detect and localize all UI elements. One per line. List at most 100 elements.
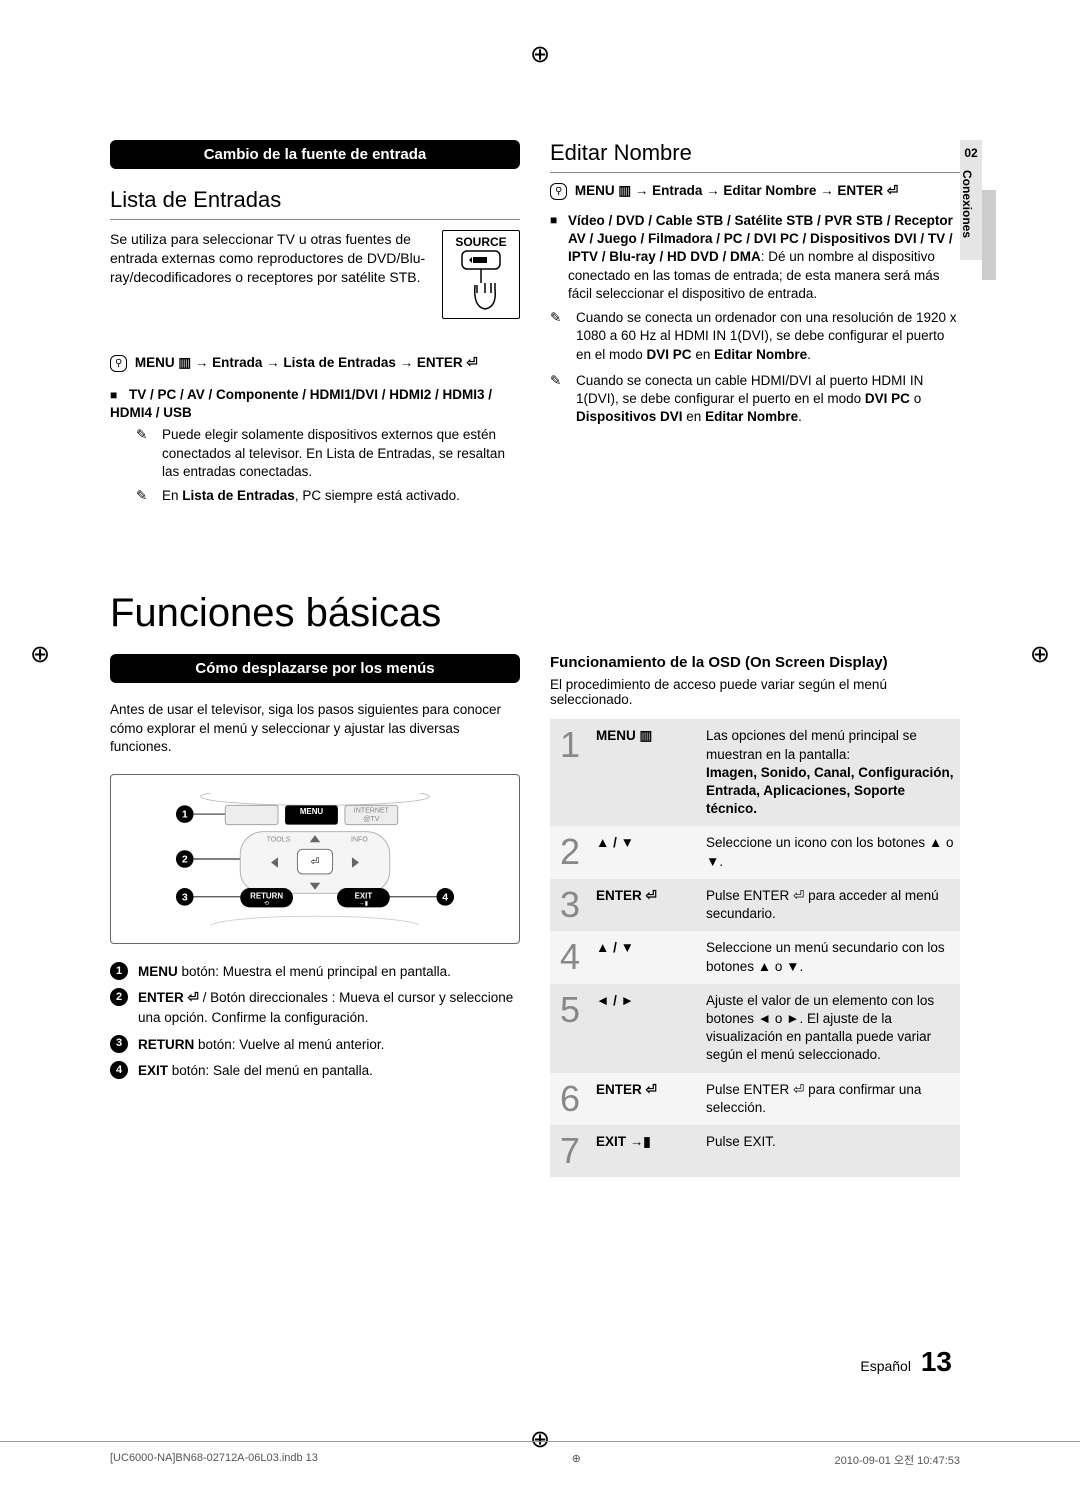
num-text: RETURN botón: Vuelve al menú anterior. bbox=[138, 1035, 384, 1055]
footer-lang: Español bbox=[860, 1358, 911, 1374]
svg-text:4: 4 bbox=[442, 891, 448, 903]
footer-crop: ⊕ bbox=[572, 1452, 581, 1468]
left-note-2c: , PC siempre está activado. bbox=[295, 488, 460, 503]
t: . bbox=[807, 347, 811, 362]
right-note-1: ✎ Cuando se conecta un ordenador con una… bbox=[550, 309, 960, 364]
svg-text:⟲: ⟲ bbox=[264, 900, 269, 907]
osd-num: 4 bbox=[550, 931, 590, 983]
menu-path-text: MENU ▥ → Entrada → Editar Nombre → ENTER… bbox=[575, 183, 898, 198]
t: Editar Nombre bbox=[714, 347, 807, 362]
osd-row: 5◄ / ►Ajuste el valor de un elemento con… bbox=[550, 984, 960, 1073]
osd-num: 3 bbox=[550, 879, 590, 931]
t: DVI PC bbox=[647, 347, 692, 362]
num-text: ENTER ⏎ / Botón direccionales : Mueva el… bbox=[138, 988, 520, 1029]
num-circle: 4 bbox=[110, 1061, 128, 1079]
footer-meta: [UC6000-NA]BN68-02712A-06L03.indb 13 ⊕ 2… bbox=[0, 1441, 1080, 1468]
left-note-2b: Lista de Entradas bbox=[182, 488, 295, 503]
svg-text:MENU: MENU bbox=[300, 807, 324, 816]
osd-heading: Funcionamiento de la OSD (On Screen Disp… bbox=[550, 654, 960, 671]
osd-desc: Pulse EXIT. bbox=[700, 1125, 960, 1177]
lower-intro: Antes de usar el televisor, siga los pas… bbox=[110, 701, 520, 756]
osd-button: ◄ / ► bbox=[590, 984, 700, 1073]
note-icon: ✎ bbox=[136, 487, 154, 505]
svg-text:@TV: @TV bbox=[363, 816, 379, 823]
num-list-item: 4 EXIT botón: Sale del menú en pantalla. bbox=[110, 1061, 520, 1081]
t: Editar Nombre bbox=[705, 409, 798, 424]
right-column: Editar Nombre ⚲ MENU ▥ → Entrada → Edita… bbox=[550, 140, 960, 511]
osd-desc: Ajuste el valor de un elemento con los b… bbox=[700, 984, 960, 1073]
osd-num: 7 bbox=[550, 1125, 590, 1177]
source-label: SOURCE bbox=[455, 235, 507, 249]
remote-svg: 1 2 3 4 MENU INTERNET @TV bbox=[129, 793, 501, 925]
osd-desc: Pulse ENTER ⏎ para confirmar una selecci… bbox=[700, 1073, 960, 1125]
svg-text:TOOLS: TOOLS bbox=[267, 836, 291, 843]
menu-path-text: MENU ▥ → Entrada → Lista de Entradas → E… bbox=[135, 355, 478, 370]
source-button-diagram: SOURCE bbox=[442, 230, 520, 319]
svg-text:INFO: INFO bbox=[351, 836, 368, 843]
osd-table: 1MENU ▥Las opciones del menú principal s… bbox=[550, 719, 960, 1177]
num-circle: 3 bbox=[110, 1035, 128, 1053]
osd-row: 4▲ / ▼Seleccione un menú secundario con … bbox=[550, 931, 960, 983]
num-text: MENU botón: Muestra el menú principal en… bbox=[138, 962, 451, 982]
osd-intro: El procedimiento de acceso puede variar … bbox=[550, 677, 960, 707]
osd-row: 1MENU ▥Las opciones del menú principal s… bbox=[550, 719, 960, 826]
t: . bbox=[798, 409, 802, 424]
left-bullet: TV / PC / AV / Componente / HDMI1/DVI / … bbox=[110, 386, 520, 422]
svg-text:INTERNET: INTERNET bbox=[354, 807, 390, 814]
page-content: Cambio de la fuente de entrada Lista de … bbox=[0, 0, 1080, 1227]
osd-num: 1 bbox=[550, 719, 590, 826]
lower-right-column: Funcionamiento de la OSD (On Screen Disp… bbox=[550, 654, 960, 1177]
osd-desc: Seleccione un icono con los botones ▲ o … bbox=[700, 826, 960, 878]
left-menu-path: ⚲ MENU ▥ → Entrada → Lista de Entradas →… bbox=[110, 355, 520, 372]
svg-text:3: 3 bbox=[182, 891, 188, 903]
num-circle: 2 bbox=[110, 988, 128, 1006]
osd-desc: Las opciones del menú principal se muest… bbox=[700, 719, 960, 826]
footer-file: [UC6000-NA]BN68-02712A-06L03.indb 13 bbox=[110, 1452, 318, 1468]
right-bullet: ■ Vídeo / DVD / Cable STB / Satélite STB… bbox=[550, 212, 960, 303]
t: o bbox=[910, 391, 921, 406]
num-list-item: 1 MENU botón: Muestra el menú principal e… bbox=[110, 962, 520, 982]
footer-timestamp: 2010-09-01 오전 10:47:53 bbox=[835, 1452, 960, 1468]
left-note-1-text: Puede elegir solamente dispositivos exte… bbox=[162, 427, 505, 478]
left-note-2a: En bbox=[162, 488, 182, 503]
osd-num: 5 bbox=[550, 984, 590, 1073]
footer-page: Español 13 bbox=[860, 1346, 952, 1378]
num-list-item: 3 RETURN botón: Vuelve al menú anterior. bbox=[110, 1035, 520, 1055]
osd-num: 6 bbox=[550, 1073, 590, 1125]
svg-text:⏎: ⏎ bbox=[311, 856, 320, 868]
num-circle: 1 bbox=[110, 962, 128, 980]
osd-row: 7EXIT →▮Pulse EXIT. bbox=[550, 1125, 960, 1177]
right-menu-path: ⚲ MENU ▥ → Entrada → Editar Nombre → ENT… bbox=[550, 183, 960, 200]
note-icon: ✎ bbox=[550, 372, 568, 427]
source-hand-icon bbox=[455, 249, 507, 313]
num-list-item: 2 ENTER ⏎ / Botón direccionales : Mueva e… bbox=[110, 988, 520, 1029]
osd-button: EXIT →▮ bbox=[590, 1125, 700, 1177]
left-heading: Lista de Entradas bbox=[110, 187, 520, 220]
right-note-2: ✎ Cuando se conecta un cable HDMI/DVI al… bbox=[550, 372, 960, 427]
right-heading: Editar Nombre bbox=[550, 140, 960, 173]
osd-row: 3ENTER ⏎Pulse ENTER ⏎ para acceder al me… bbox=[550, 879, 960, 931]
t: Dispositivos DVI bbox=[576, 409, 683, 424]
bottom-columns: Cómo desplazarse por los menús Antes de … bbox=[110, 654, 960, 1177]
osd-desc: Pulse ENTER ⏎ para acceder al menú secun… bbox=[700, 879, 960, 931]
remote-icon: ⚲ bbox=[110, 355, 127, 372]
osd-button: ENTER ⏎ bbox=[590, 1073, 700, 1125]
t: DVI PC bbox=[865, 391, 910, 406]
left-column: Cambio de la fuente de entrada Lista de … bbox=[110, 140, 520, 511]
note-icon: ✎ bbox=[136, 426, 154, 481]
osd-button: MENU ▥ bbox=[590, 719, 700, 826]
left-note-1: ✎ Puede elegir solamente dispositivos ex… bbox=[136, 426, 520, 481]
osd-num: 2 bbox=[550, 826, 590, 878]
osd-row: 2▲ / ▼Seleccione un icono con los botone… bbox=[550, 826, 960, 878]
svg-text:1: 1 bbox=[182, 809, 188, 821]
footer-page-number: 13 bbox=[921, 1346, 952, 1377]
top-columns: Cambio de la fuente de entrada Lista de … bbox=[110, 140, 960, 511]
num-text: EXIT botón: Sale del menú en pantalla. bbox=[138, 1061, 373, 1081]
osd-button: ▲ / ▼ bbox=[590, 931, 700, 983]
big-title: Funciones básicas bbox=[110, 591, 960, 636]
svg-text:2: 2 bbox=[182, 853, 188, 865]
t: en bbox=[692, 347, 715, 362]
note-icon: ✎ bbox=[550, 309, 568, 364]
left-note-2: ✎ En Lista de Entradas, PC siempre está … bbox=[136, 487, 520, 505]
osd-row: 6ENTER ⏎Pulse ENTER ⏎ para confirmar una… bbox=[550, 1073, 960, 1125]
